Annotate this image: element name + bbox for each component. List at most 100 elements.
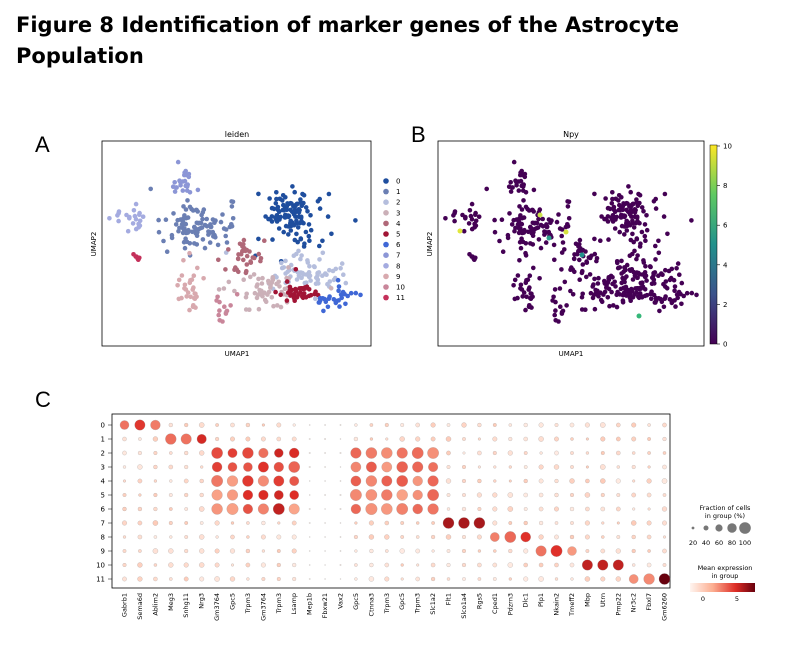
leiden-point-cluster-0 — [303, 205, 309, 210]
npy-point — [559, 233, 564, 239]
npy-point — [473, 212, 478, 217]
npy-point — [620, 298, 626, 303]
dotplot-dot — [365, 447, 378, 459]
panel-label-c: C — [35, 387, 51, 412]
npy-point — [689, 290, 695, 296]
leiden-point-cluster-3 — [256, 276, 261, 282]
npy-y-label: UMAP2 — [426, 232, 434, 257]
dotplot-dot — [462, 535, 466, 539]
npy-point — [467, 208, 473, 213]
umap-leiden-chart: leiden UMAP1 UMAP2 0 1 2 3 4 5 6 7 8 9 10 11 — [90, 130, 405, 358]
npy-point — [598, 238, 603, 243]
leiden-point-cluster-7 — [184, 183, 189, 188]
npy-point — [508, 189, 514, 194]
leiden-point-cluster-3 — [226, 279, 232, 285]
dotplot-gene-label: Vax2 — [337, 593, 345, 609]
leiden-point-cluster-0 — [270, 237, 275, 242]
leiden-point-cluster-0 — [280, 207, 286, 213]
npy-point — [630, 277, 636, 282]
npy-point — [603, 196, 608, 201]
dotplot-dot — [276, 549, 281, 553]
leiden-point-cluster-3 — [251, 272, 257, 277]
dotplot-dot — [523, 548, 529, 554]
dotplot-dot — [569, 534, 575, 540]
leiden-point-cluster-4 — [241, 237, 247, 243]
leiden-legend-marker-1 — [383, 188, 389, 195]
dotplot-gene-label: Lsamp — [290, 593, 298, 614]
dotplot-dot — [507, 562, 513, 568]
dotplot-dot — [381, 461, 393, 473]
dotplot-dot — [153, 493, 158, 497]
size-legend-title-2: in group (%) — [705, 512, 745, 520]
dotplot-dot — [381, 489, 393, 501]
leiden-point-cluster-8 — [131, 208, 137, 213]
npy-point — [570, 292, 576, 297]
dotplot-dot — [400, 563, 404, 567]
npy-point — [630, 220, 635, 226]
dotplot-dot — [168, 562, 174, 568]
npy-point — [592, 236, 597, 242]
dotplot-dot — [632, 507, 636, 511]
npy-point — [664, 286, 670, 291]
dotplot-dot — [646, 492, 652, 498]
npy-point — [632, 248, 637, 254]
dotplot-dot — [427, 503, 439, 515]
dotplot-dot — [523, 451, 528, 455]
leiden-point-cluster-2 — [338, 266, 343, 271]
leiden-point-cluster-0 — [317, 206, 323, 211]
leiden-point-cluster-4 — [223, 267, 228, 272]
dotplot-dot — [365, 503, 378, 515]
npy-point — [593, 287, 598, 293]
leiden-point-cluster-0 — [325, 214, 331, 219]
dotplot-dot — [584, 576, 591, 582]
dotplot-dot — [616, 521, 620, 525]
dotplot-dot — [523, 562, 528, 568]
npy-point — [556, 212, 561, 217]
leiden-point-cluster-9 — [187, 250, 192, 256]
leiden-point-cluster-1 — [204, 224, 210, 229]
dotplot-dot — [229, 576, 236, 582]
leiden-point-cluster-1 — [176, 228, 181, 234]
leiden-point-cluster-0 — [298, 236, 304, 242]
npy-point — [624, 218, 629, 224]
leiden-point-cluster-1 — [196, 220, 202, 226]
dotplot-dot — [631, 422, 637, 428]
dotplot-dot — [169, 451, 173, 455]
dotplot-dot — [631, 548, 636, 554]
npy-point — [523, 204, 529, 210]
dotplot-dot — [153, 506, 158, 512]
dotplot-dot — [339, 424, 342, 426]
leiden-point-cluster-1 — [213, 218, 218, 223]
dotplot-cluster-label: 7 — [101, 520, 105, 528]
npy-point — [602, 278, 607, 284]
npy-point — [663, 279, 669, 284]
leiden-point-cluster-3 — [254, 295, 260, 301]
npy-point — [671, 277, 677, 283]
dotplot-dot — [137, 520, 143, 526]
dotplot-dot — [350, 489, 362, 501]
npy-point — [553, 308, 558, 313]
npy-point — [636, 294, 641, 299]
dotplot-dot — [199, 478, 204, 484]
npy-point — [558, 304, 563, 310]
dotplot-dot — [381, 447, 393, 459]
npy-point — [604, 285, 609, 290]
leiden-legend-marker-2 — [383, 199, 389, 205]
dotplot-dot — [243, 462, 253, 472]
npy-point — [661, 304, 667, 310]
leiden-point-cluster-3 — [248, 274, 253, 280]
dotplot-dot — [477, 437, 481, 441]
leiden-point-cluster-10 — [234, 292, 240, 297]
dotplot-dot — [473, 517, 486, 529]
leiden-legend-label-8: 8 — [396, 262, 400, 270]
dotplot-dot — [384, 520, 389, 526]
dotplot-dot — [368, 576, 375, 582]
dotplot-dot — [523, 520, 528, 526]
leiden-point-cluster-6 — [353, 290, 359, 296]
dotplot-dot — [520, 531, 531, 543]
dotplot-dot — [184, 450, 189, 456]
dotplot-dot — [415, 576, 420, 582]
dotplot-dot — [554, 562, 559, 568]
leiden-point-cluster-0 — [276, 226, 282, 231]
leiden-point-cluster-2 — [294, 277, 300, 282]
